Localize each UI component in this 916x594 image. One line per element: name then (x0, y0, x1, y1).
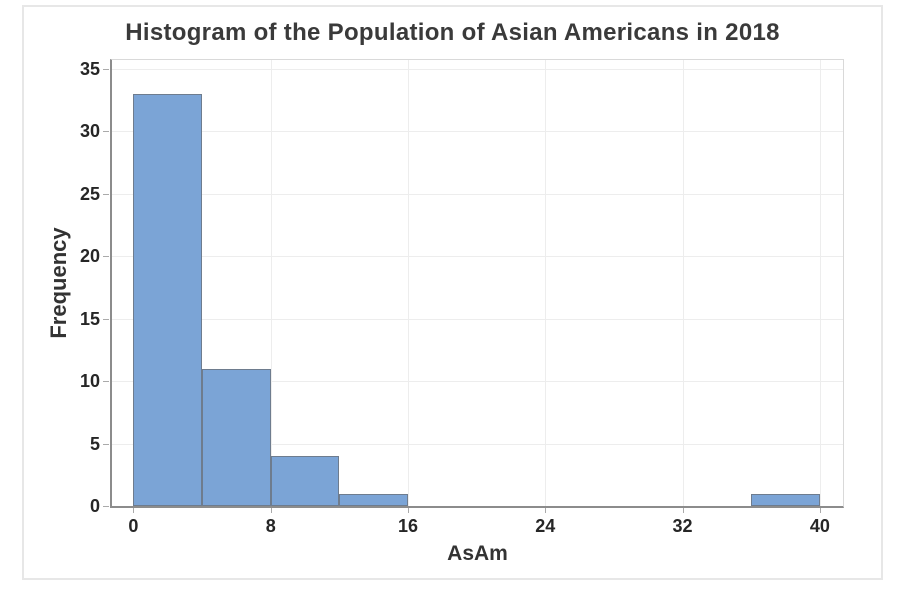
y-tick-mark (103, 68, 109, 70)
y-tick-label: 10 (79, 371, 100, 392)
chart-title: Histogram of the Population of Asian Ame… (125, 19, 780, 46)
y-tick-mark (103, 318, 109, 320)
y-tick-label: 15 (79, 308, 100, 329)
y-tick-mark (103, 131, 109, 133)
histogram-bar (270, 456, 340, 506)
gridline-vertical (545, 60, 547, 506)
gridline-vertical (682, 60, 684, 506)
y-tick-mark (103, 443, 109, 445)
y-tick-label: 30 (79, 121, 100, 142)
gridline-horizontal (112, 381, 843, 383)
x-tick-mark (270, 508, 272, 513)
x-tick-mark (819, 508, 821, 513)
x-tick-label: 16 (397, 516, 419, 536)
x-tick-label: 0 (128, 516, 139, 536)
gridline-horizontal (112, 443, 843, 445)
x-axis-label: AsAm (447, 542, 508, 565)
x-tick-mark (408, 508, 409, 513)
x-tick-mark (133, 508, 135, 513)
y-tick-mark (103, 193, 109, 195)
gridline-horizontal (112, 68, 843, 70)
histogram-bar (751, 493, 820, 506)
x-tick-mark (682, 508, 684, 513)
chart-panel: Histogram of the Population of Asian Ame… (22, 5, 883, 580)
gridline-horizontal (112, 318, 843, 320)
gridline-vertical (270, 60, 272, 506)
y-tick-label: 20 (79, 246, 100, 267)
x-tick-label: 8 (265, 516, 276, 536)
y-tick-label: 5 (89, 433, 100, 454)
histogram-bar (339, 493, 408, 506)
gridline-horizontal (112, 131, 843, 133)
histogram-bar (202, 368, 271, 506)
x-tick-label: 24 (535, 516, 556, 536)
x-tick-mark (545, 508, 547, 513)
x-tick-label: 40 (809, 516, 830, 536)
gridline-vertical (819, 60, 821, 506)
y-tick-mark (103, 506, 109, 507)
plot-area: Frequency AsAm 0 8 16 24 32 40 0 5 10 15 20 25 30 35 (46, 59, 844, 565)
x-tick-label: 32 (672, 516, 693, 536)
y-tick-mark (103, 381, 109, 383)
y-tick-mark (103, 256, 109, 258)
gridline-horizontal (112, 256, 843, 258)
histogram-bar (133, 93, 203, 506)
gridline-horizontal (112, 193, 843, 195)
gridline-vertical (408, 60, 409, 506)
y-tick-label: 35 (79, 58, 100, 79)
y-tick-label: 0 (89, 496, 100, 516)
y-tick-label: 25 (79, 183, 100, 204)
